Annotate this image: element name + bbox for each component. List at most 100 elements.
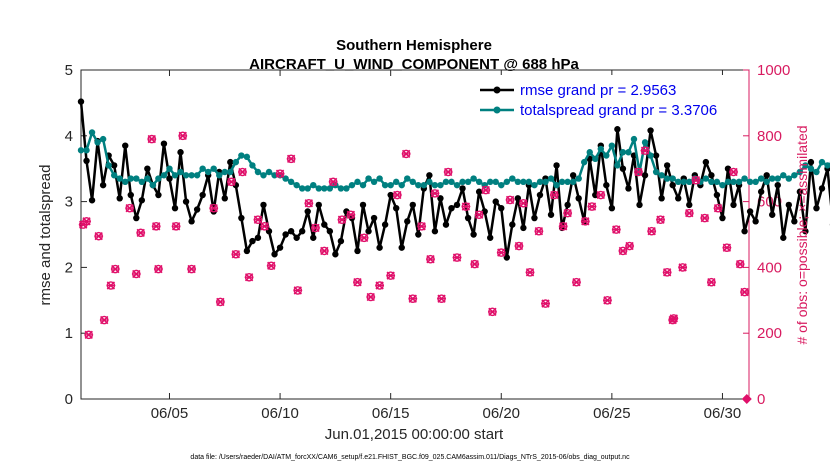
totalspread-grand-pr-3-3706-point	[321, 185, 328, 192]
totalspread-grand-pr-3-3706-point	[619, 149, 627, 156]
data-file-footnote: data file: /Users/raeder/DAI/ATM_forcXX/…	[190, 454, 630, 461]
y-tick-label: 5	[65, 62, 73, 79]
obs-assimilated-point	[178, 131, 188, 140]
totalspread-grand-pr-3-3706-point	[293, 181, 300, 189]
totalspread-grand-pr-3-3706-point	[138, 178, 146, 186]
totalspread-grand-pr-3-3706-point	[586, 149, 593, 156]
totalspread-grand-pr-3-3706-point	[166, 165, 173, 172]
rmse-grand-pr-2-9563-point	[122, 142, 129, 149]
rmse-grand-pr-2-9563-point	[376, 244, 383, 251]
totalspread-grand-pr-3-3706-point	[581, 158, 588, 166]
obs-assimilated-point	[534, 227, 544, 236]
rmse-grand-pr-2-9563-point	[487, 234, 494, 241]
totalspread-grand-pr-3-3706-point	[160, 172, 168, 179]
obs-assimilated-point	[244, 273, 254, 282]
totalspread-grand-pr-3-3706-point	[785, 175, 793, 182]
totalspread-grand-pr-3-3706-point	[326, 185, 334, 192]
rmse-grand-pr-2-9563-point	[719, 214, 726, 222]
rmse-grand-pr-2-9563-point	[780, 234, 787, 241]
rmse-grand-pr-2-9563-point	[636, 201, 643, 209]
rmse-grand-pr-2-9563-point	[227, 158, 234, 166]
rmse-grand-pr-2-9563-point	[575, 195, 582, 202]
obs-assimilated-point	[669, 314, 679, 323]
totalspread-grand-pr-3-3706-point	[116, 175, 123, 182]
totalspread-grand-pr-3-3706-point	[536, 178, 544, 186]
chart-title: Southern Hemisphere	[336, 37, 492, 54]
totalspread-grand-pr-3-3706-point	[204, 168, 212, 176]
totalspread-grand-pr-3-3706-point	[818, 158, 826, 166]
totalspread-grand-pr-3-3706-point	[824, 162, 830, 169]
obs-assimilated-point	[227, 177, 236, 187]
rmse-grand-pr-2-9563-point	[110, 162, 118, 169]
obs-assimilated-point	[496, 248, 506, 257]
obs-assimilated-point	[580, 217, 590, 226]
rmse-grand-pr-2-9563-point	[564, 201, 571, 209]
obs-assimilated-point	[154, 264, 163, 274]
obs-assimilated-point	[346, 210, 356, 219]
totalspread-grand-pr-3-3706-point	[282, 175, 289, 182]
totalspread-grand-pr-3-3706-point	[94, 139, 101, 146]
right-y-tick-label: 400	[757, 259, 782, 276]
rmse-grand-pr-2-9563-point	[536, 191, 544, 199]
obs-assimilated-point	[596, 190, 606, 200]
rmse-grand-pr-2-9563-point	[658, 195, 665, 202]
totalspread-grand-pr-3-3706-point	[630, 135, 638, 143]
obs-assimilated-point	[82, 217, 91, 226]
rmse-grand-pr-2-9563-point	[243, 247, 251, 255]
obs-assimilated-point	[151, 222, 161, 231]
totalspread-grand-pr-3-3706-point	[669, 175, 676, 182]
obs-assimilated-point	[735, 259, 745, 269]
totalspread-grand-pr-3-3706-point	[807, 165, 815, 172]
obs-assimilated-point	[461, 202, 471, 211]
rmse-grand-pr-2-9563-point	[492, 198, 499, 205]
rmse-grand-pr-2-9563-point	[144, 165, 151, 172]
rmse-grand-pr-2-9563-point	[807, 158, 815, 166]
right-y-axis-label: # of obs: o=possible; ×=assimilated	[794, 125, 810, 344]
rmse-grand-pr-2-9563-point	[293, 234, 300, 241]
totalspread-grand-pr-3-3706-point	[265, 168, 273, 176]
legend-box	[472, 75, 734, 123]
obs-assimilated-point	[729, 167, 738, 177]
y-axis-label: rmse and totalspread	[37, 165, 54, 306]
legend-spread-label: totalspread grand pr = 3.3706	[520, 102, 717, 119]
obs-assimilated-point	[359, 233, 369, 242]
rmse-grand-pr-2-9563-point	[818, 185, 826, 192]
totalspread-grand-pr-3-3706-point	[243, 153, 251, 161]
rmse-grand-pr-2-9563-point	[813, 204, 820, 212]
x-axis-label: Jun.01,2015 00:00:00 start	[325, 426, 504, 443]
y-tick-label: 0	[65, 391, 73, 408]
totalspread-grand-pr-3-3706-point	[597, 145, 605, 153]
rmse-grand-pr-2-9563-point	[193, 206, 201, 213]
totalspread-grand-pr-3-3706-point	[448, 178, 455, 186]
rmse-grand-pr-2-9563-point	[608, 204, 616, 212]
totalspread-grand-pr-3-3706-point	[475, 178, 483, 186]
totalspread-grand-pr-3-3706-point	[757, 175, 765, 182]
extra-point	[741, 394, 752, 404]
totalspread-grand-pr-3-3706-point	[459, 178, 466, 186]
legend-rmse-label: rmse grand pr = 2.9563	[520, 82, 676, 99]
rmse-grand-pr-2-9563-point	[708, 172, 715, 179]
totalspread-grand-pr-3-3706-point	[437, 181, 444, 189]
totalspread-grand-pr-3-3706-point	[470, 175, 477, 182]
rmse-grand-pr-2-9563-point	[603, 181, 610, 189]
totalspread-grand-pr-3-3706-point	[249, 162, 256, 169]
obs-assimilated-point	[311, 223, 320, 233]
totalspread-grand-pr-3-3706-point	[315, 185, 322, 192]
obs-assimilated-point	[260, 222, 269, 231]
rmse-grand-pr-2-9563-point	[298, 228, 306, 235]
rmse-grand-pr-2-9563-point	[310, 234, 317, 241]
obs-assimilated-point	[136, 228, 146, 238]
obs-assimilated-point	[452, 253, 462, 262]
totalspread-grand-pr-3-3706-point	[221, 168, 228, 176]
totalspread-grand-pr-3-3706-point	[547, 175, 555, 182]
totalspread-grand-pr-3-3706-point	[498, 181, 505, 189]
totalspread-grand-pr-3-3706-point	[232, 158, 240, 166]
rmse-grand-pr-2-9563-point	[188, 218, 195, 225]
obs-assimilated-point	[319, 246, 329, 256]
rmse-grand-pr-2-9563-point	[746, 208, 754, 215]
obs-assimilated-point	[514, 241, 524, 251]
obs-assimilated-point	[231, 250, 241, 259]
totalspread-grand-pr-3-3706-point	[431, 181, 439, 189]
y-tick-label: 4	[65, 128, 73, 145]
obs-assimilated-point	[417, 222, 427, 231]
